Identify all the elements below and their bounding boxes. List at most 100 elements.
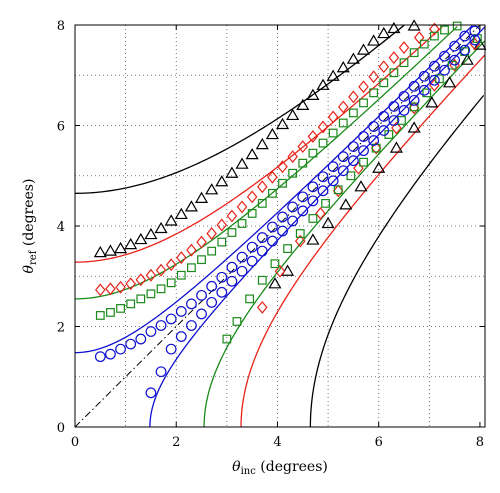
data-point-diamond (287, 150, 298, 164)
data-point-square (333, 185, 343, 195)
data-point-triangle (306, 233, 320, 245)
data-point-square (359, 157, 368, 167)
data-point-square (419, 39, 429, 49)
data-point-square (409, 102, 419, 112)
data-point-square (359, 98, 368, 108)
data-point-square (308, 214, 318, 223)
data-point-square (435, 74, 444, 84)
fit-curve-lower (309, 94, 485, 428)
data-point-circle (408, 80, 420, 92)
data-point-square (257, 198, 267, 208)
data-point-circle (236, 265, 248, 277)
data-point-triangle (346, 52, 360, 64)
data-point-triangle (184, 200, 198, 212)
data-point-circle (368, 135, 380, 146)
data-point-triangle (103, 244, 117, 256)
data-point-triangle (215, 175, 229, 187)
data-point-square (348, 108, 358, 118)
data-point-circle (358, 131, 369, 142)
data-point-circle (216, 286, 228, 298)
data-point-triangle (195, 191, 209, 203)
data-point-square (328, 128, 338, 138)
data-point-diamond (327, 110, 339, 124)
data-point-circle (428, 60, 440, 72)
data-point-circle (175, 306, 187, 317)
y-axis-label-unit: (degrees) (21, 179, 37, 251)
data-point-diamond (246, 190, 258, 204)
data-point-diamond (413, 31, 425, 45)
data-point-diamond (391, 121, 402, 135)
data-point-circle (267, 221, 278, 233)
data-point-square (298, 158, 308, 168)
data-point-diamond (348, 90, 359, 104)
data-point-circle (196, 289, 207, 301)
data-point-circle (186, 320, 197, 331)
data-point-diamond (358, 80, 369, 94)
data-point-triangle (268, 277, 282, 289)
data-point-circle (226, 261, 238, 273)
data-point-circle (347, 141, 359, 153)
data-point-circle (175, 331, 187, 342)
fit-curve-upper (74, 26, 443, 263)
data-point-circle (165, 313, 177, 325)
data-point-circle (145, 387, 157, 399)
data-point-circle (449, 54, 461, 66)
data-point-square (389, 68, 399, 78)
data-point-circle (398, 105, 410, 116)
data-point-triangle (377, 26, 391, 39)
data-point-circle (256, 232, 268, 243)
data-point-square (176, 270, 186, 280)
data-point-square (166, 278, 176, 288)
data-point-diamond (408, 101, 420, 115)
data-point-square (146, 289, 156, 299)
data-point-circle (115, 343, 126, 355)
data-point-square (197, 255, 206, 265)
data-point-diamond (105, 282, 116, 296)
data-point-diamond (429, 22, 440, 36)
data-point-square (270, 259, 280, 269)
data-markers (93, 19, 487, 399)
data-point-square (346, 171, 356, 181)
data-point-diamond (267, 170, 278, 184)
data-point-square (217, 237, 227, 247)
data-point-diamond (257, 180, 268, 194)
data-point-circle (155, 366, 167, 378)
y-tick-label: 8 (57, 19, 65, 34)
data-point-circle (135, 333, 147, 345)
data-point-circle (378, 125, 390, 136)
data-point-circle (287, 215, 299, 227)
data-point-circle (408, 94, 420, 106)
data-point-triangle (154, 221, 168, 234)
data-point-circle (449, 40, 461, 52)
data-point-circle (287, 201, 299, 213)
data-point-diamond (135, 273, 147, 287)
data-point-triangle (114, 241, 128, 254)
diagonal-reference-line (74, 24, 481, 428)
data-point-triangle (144, 227, 158, 240)
data-point-diamond (398, 41, 410, 55)
data-point-circle (327, 161, 339, 173)
x-axis-label-symbol: θ (232, 459, 241, 475)
data-point-circle (378, 111, 390, 122)
data-point-circle (246, 255, 258, 267)
data-point-diamond (274, 264, 286, 278)
data-point-triangle (356, 43, 371, 55)
data-point-triangle (286, 108, 300, 121)
data-point-diamond (368, 70, 379, 84)
reference-diagonal (74, 24, 481, 428)
data-point-square (278, 178, 287, 188)
data-point-square (136, 294, 146, 304)
data-point-triangle (235, 157, 249, 169)
data-point-square (95, 311, 105, 320)
data-point-square (440, 25, 449, 35)
y-tick-label: 0 (57, 421, 65, 436)
data-point-diamond (307, 130, 319, 144)
data-point-diamond (176, 251, 187, 265)
axis-ticks: 0 2 4 6 8 0 2 4 6 8 (57, 19, 485, 450)
data-point-diamond (196, 235, 207, 249)
data-point-triangle (443, 76, 457, 88)
data-point-diamond (317, 120, 329, 134)
data-point-circle (267, 235, 278, 247)
data-point-square (237, 219, 247, 228)
data-point-circle (317, 185, 329, 197)
